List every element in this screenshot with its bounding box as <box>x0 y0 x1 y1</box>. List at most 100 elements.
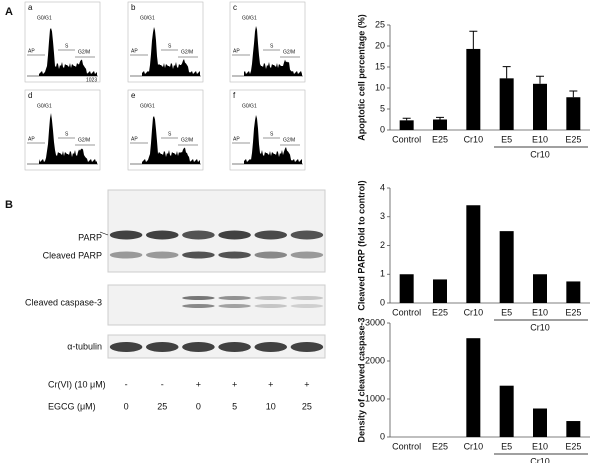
treatment-value: + <box>304 379 309 389</box>
y-tick-label: 2000 <box>365 355 385 365</box>
panel-label: B <box>5 199 13 211</box>
peak-label: AP <box>28 48 35 54</box>
histogram-letter: d <box>28 91 32 100</box>
bar <box>399 120 414 130</box>
peak-label: S <box>270 131 274 137</box>
peak-label: S <box>168 43 172 49</box>
blot-band <box>290 304 324 308</box>
y-tick-label: 3 <box>380 211 385 221</box>
x-tick-label: E10 <box>532 134 548 144</box>
peak-label: S <box>65 131 69 137</box>
blot-band <box>182 230 215 240</box>
y-tick-label: 20 <box>375 40 385 50</box>
error-bar <box>536 75 544 84</box>
x-tick-label: E25 <box>565 134 581 144</box>
blot-band <box>254 230 288 240</box>
y-tick-label: 0 <box>380 124 385 134</box>
bar <box>533 274 547 303</box>
peak-label: AP <box>233 136 240 142</box>
y-tick-label: 15 <box>375 61 385 71</box>
blot-band <box>290 296 324 300</box>
treatment-value: + <box>232 379 237 389</box>
x-tick-label: E5 <box>501 307 512 317</box>
peak-label: AP <box>28 136 35 142</box>
bar <box>466 205 481 303</box>
y-tick-label: 1000 <box>365 393 385 403</box>
blot-band <box>145 230 179 240</box>
blot-row-label: Cleaved caspase-3 <box>25 297 102 307</box>
error-bar <box>502 66 511 79</box>
peak-label: G0/G1 <box>140 15 155 21</box>
y-tick-label: 4 <box>380 182 385 192</box>
blot-image <box>107 189 326 273</box>
histogram-letter: c <box>233 3 237 12</box>
group-label: Cr10 <box>530 149 550 159</box>
blot-band <box>254 296 288 300</box>
histogram-shape <box>39 28 97 76</box>
peak-label: G2/M <box>283 137 295 143</box>
y-axis-label: Cleaved PARP (fold to control) <box>356 180 366 310</box>
blot-band <box>182 296 215 300</box>
group-label: Cr10 <box>530 456 550 463</box>
blot-image <box>107 284 326 326</box>
peak-label: S <box>168 131 172 137</box>
bar <box>533 83 547 130</box>
treatment-value: + <box>196 379 201 389</box>
peak-label: G2/M <box>78 49 90 55</box>
x-tick-label: E25 <box>565 307 581 317</box>
blot-band <box>182 251 215 259</box>
peak-label: G2/M <box>283 49 295 55</box>
blot-band <box>109 251 143 259</box>
x-tick-label: Control <box>392 441 421 451</box>
y-tick-label: 5 <box>380 103 385 113</box>
blot-band <box>109 230 143 240</box>
peak-label: G2/M <box>181 137 193 143</box>
row-pointer <box>99 231 109 236</box>
treatment-value: 10 <box>266 401 276 411</box>
histogram-shape <box>142 27 200 76</box>
histogram-shape <box>39 113 97 164</box>
y-tick-label: 2 <box>380 240 385 250</box>
y-tick-label: 0 <box>380 297 385 307</box>
histogram-shape <box>244 26 302 76</box>
error-bar <box>402 117 411 121</box>
peak-label: AP <box>131 136 138 142</box>
blot-row-label: PARP <box>78 232 102 242</box>
blot-band <box>182 304 215 308</box>
x-tick-label: E10 <box>532 307 548 317</box>
treatment-label: Cr(VI) (10 μM) <box>48 379 106 389</box>
histogram-letter: b <box>131 3 136 12</box>
error-bar <box>469 30 478 49</box>
blot-band <box>254 342 288 352</box>
peak-label: G2/M <box>181 49 193 55</box>
x-tick-label: E25 <box>432 441 448 451</box>
blot-band <box>218 304 251 308</box>
blot-band <box>254 304 288 308</box>
x-tick-label: E5 <box>501 441 512 451</box>
histogram-frame <box>127 89 204 171</box>
treatment-value: 25 <box>302 401 312 411</box>
y-tick-label: 25 <box>375 19 385 29</box>
peak-label: S <box>270 43 274 49</box>
bar <box>466 338 481 437</box>
bar <box>566 281 581 303</box>
treatment-value: 0 <box>196 401 201 411</box>
blot-row-label: α-tubulin <box>67 341 102 351</box>
histogram-shape <box>244 115 302 164</box>
bar <box>399 274 414 303</box>
blot-band <box>218 296 251 300</box>
bar <box>566 421 581 437</box>
panel-label: A <box>5 6 13 18</box>
bar <box>433 279 447 303</box>
peak-label: G0/G1 <box>242 15 257 21</box>
histogram-letter: e <box>131 91 136 100</box>
histogram-frame <box>24 1 101 83</box>
error-bar <box>569 90 578 98</box>
bar <box>466 48 481 130</box>
x-tick-label: E25 <box>432 307 448 317</box>
histogram-letter: a <box>28 3 33 12</box>
x-tick-label: E10 <box>532 441 548 451</box>
x-tick-label: Cr10 <box>464 307 484 317</box>
blot-band <box>254 251 288 259</box>
